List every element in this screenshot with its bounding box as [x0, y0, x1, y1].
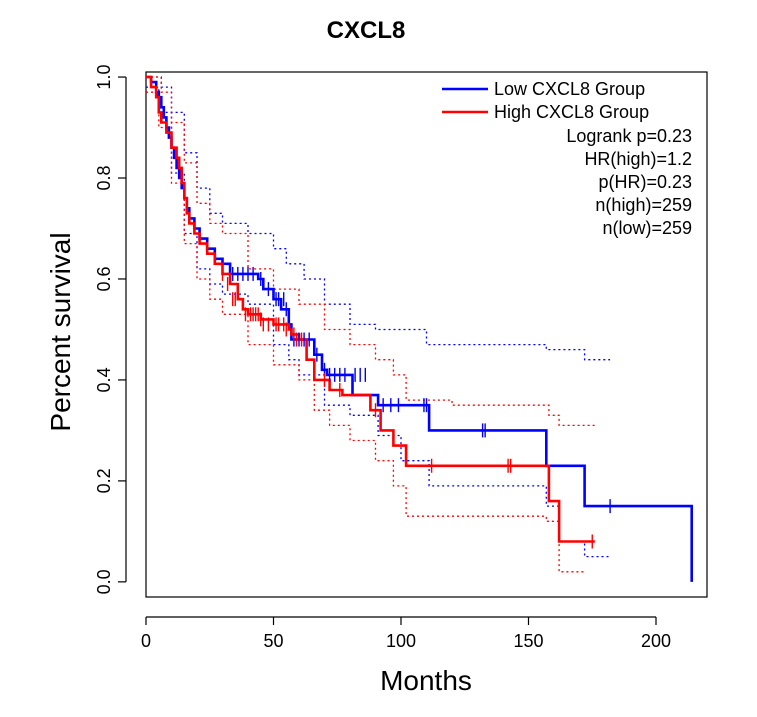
high-survival-curve	[146, 75, 595, 543]
x-tick-label: 0	[141, 631, 151, 651]
high-ci-upper	[146, 76, 595, 427]
y-axis-label: Percent survival	[45, 232, 76, 431]
censor-marks	[221, 266, 611, 549]
legend-stat: p(HR)=0.23	[598, 172, 692, 192]
legend-stat: HR(high)=1.2	[584, 149, 692, 169]
y-tick-label: 0.2	[94, 468, 114, 493]
high-ci-lower	[146, 91, 585, 573]
x-tick-label: 200	[641, 631, 671, 651]
x-axis-label: Months	[380, 665, 472, 696]
y-tick-label: 1.0	[94, 65, 114, 90]
y-tick-label: 0.0	[94, 569, 114, 594]
x-tick-label: 150	[513, 631, 543, 651]
plot-frame	[145, 71, 708, 598]
legend-stat: n(low)=259	[602, 218, 692, 238]
x-tick-label: 50	[263, 631, 283, 651]
x-tick-label: 100	[386, 631, 416, 651]
legend-stat: n(high)=259	[595, 195, 692, 215]
y-tick-label: 0.4	[94, 367, 114, 392]
legend: Low CXCL8 Group High CXCL8 Group Logrank p…	[442, 79, 692, 238]
chart-title: CXCL8	[327, 17, 406, 44]
survival-curves	[146, 75, 693, 582]
legend-stat: Logrank p=0.23	[566, 126, 692, 146]
confidence-bands	[146, 76, 611, 573]
legend-entry: High CXCL8 Group	[494, 102, 649, 122]
low-ci-lower	[146, 86, 611, 558]
axes: 0 50 100 150 200 0.0 0.2 0.4 0.6 0.8 1.0	[94, 65, 671, 651]
legend-entry: Low CXCL8 Group	[494, 79, 645, 99]
y-tick-label: 0.6	[94, 266, 114, 291]
y-tick-label: 0.8	[94, 165, 114, 190]
